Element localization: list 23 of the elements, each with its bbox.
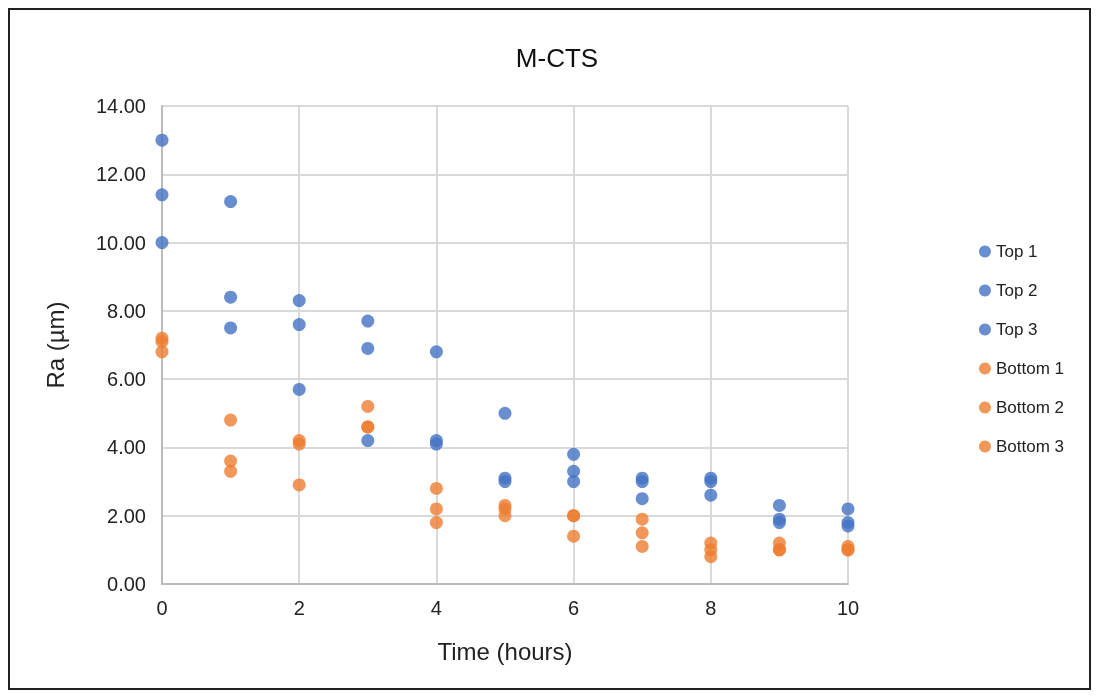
y-tick-label: 4.00	[107, 436, 146, 459]
chart-title: M-CTS	[515, 43, 599, 73]
x-axis-title: Time (hours)	[437, 637, 573, 665]
legend-label: Top 2	[995, 281, 1038, 300]
y-tick-label: 14.00	[95, 95, 146, 117]
y-tick-label: 2.00	[107, 504, 146, 527]
y-tick-label: 12.00	[95, 163, 146, 186]
x-tick-label: 2	[293, 597, 305, 619]
legend-label: Top 1	[995, 242, 1038, 261]
y-tick-label: 10.00	[95, 231, 146, 254]
legend-label: Bottom 3	[995, 437, 1065, 456]
legend-label: Top 3	[995, 320, 1038, 339]
legend-label: Bottom 1	[995, 359, 1065, 378]
y-tick-label: 6.00	[107, 368, 146, 391]
x-tick-label: 4	[430, 597, 442, 619]
x-tick-label: 0	[156, 597, 168, 619]
y-tick-label: 8.00	[107, 299, 146, 322]
y-axis-title: Ra (µm)	[41, 301, 69, 389]
x-tick-label: 8	[705, 597, 717, 619]
legend-label: Bottom 2	[995, 398, 1065, 417]
x-tick-label: 10	[836, 597, 860, 619]
x-tick-label: 6	[568, 597, 580, 619]
y-tick-label: 0.00	[107, 573, 146, 595]
